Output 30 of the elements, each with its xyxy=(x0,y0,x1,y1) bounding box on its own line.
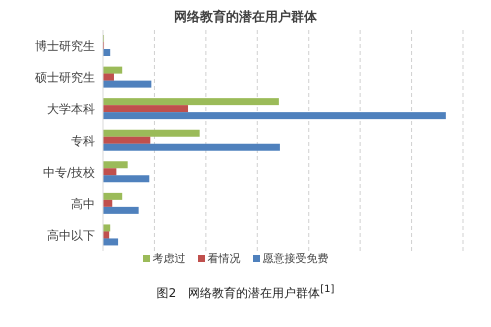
bar xyxy=(103,175,150,182)
y-tick-label: 博士研究生 xyxy=(35,39,95,54)
bar xyxy=(103,144,280,151)
y-tick-label: 高中以下 xyxy=(47,228,95,242)
bar xyxy=(103,105,188,112)
caption: 图2 网络教育的潜在用户群体$^{[1]}$ xyxy=(156,284,336,302)
bar xyxy=(103,112,446,120)
legend-label: 愿意接受免费 xyxy=(262,251,328,266)
bar xyxy=(103,74,114,81)
bar xyxy=(103,80,152,88)
y-tick-label: 高中 xyxy=(71,196,95,211)
bar xyxy=(103,238,118,246)
bar xyxy=(103,200,112,207)
bar xyxy=(103,49,110,56)
bar xyxy=(103,168,116,176)
y-tick-label: 专科 xyxy=(71,134,95,148)
bar xyxy=(103,98,279,106)
chart-title: 网络教育的潜在用户群体 xyxy=(173,8,318,26)
legend-label: 看情况 xyxy=(206,251,240,266)
bar xyxy=(103,206,139,214)
legend-label: 考虑过 xyxy=(152,251,186,266)
y-tick-label: 硕士研究生 xyxy=(34,70,95,85)
y-tick-label: 大学本科 xyxy=(47,102,95,116)
bar xyxy=(103,192,122,200)
y-tick-label: 中专/技校 xyxy=(42,165,95,180)
bar xyxy=(103,224,110,232)
bar xyxy=(103,161,128,168)
bar xyxy=(103,130,200,137)
bar xyxy=(103,136,150,144)
bar xyxy=(103,66,122,74)
